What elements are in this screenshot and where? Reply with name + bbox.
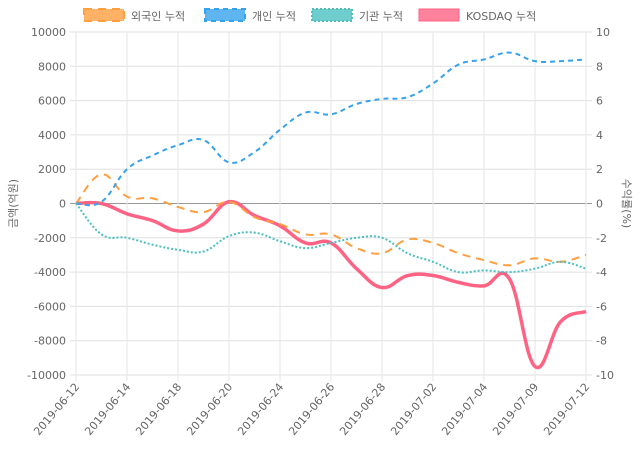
x-tick-label: 2019-06-12 [31,381,82,438]
x-tick-label: 2019-07-12 [541,381,592,438]
legend-label: 외국인 누적 [131,10,185,23]
y-tick-label-left: -10000 [27,369,66,382]
x-tick-label: 2019-07-09 [490,381,541,438]
legend-item[interactable]: 기관 누적 [311,8,403,23]
legend-item[interactable]: 외국인 누적 [83,8,185,23]
y-tick-label-left: -8000 [34,335,66,348]
legend-label: KOSDAQ 누적 [466,10,536,23]
x-tick-label: 2019-06-28 [337,381,388,438]
legend-item[interactable]: 개인 누적 [204,8,296,23]
legend-swatch [418,8,460,22]
y-tick-label-right: -10 [596,369,614,382]
y-tick-label-left: -2000 [34,232,66,245]
y-tick-label-right: 4 [596,129,603,142]
legend-swatch [204,8,246,22]
legend-swatch [83,8,125,22]
axes: 10000 10 8000 8 6000 6 4000 4 2000 2 0 0 -2000 -2 -400… [27,26,614,438]
legend[interactable]: 외국인 누적 개인 누적 기관 누적 KOSDAQ 누적 [83,8,536,23]
series-line [75,199,587,370]
series-line [75,202,587,274]
legend-label: 개인 누적 [252,10,296,23]
y-tick-label-right: 0 [596,198,603,211]
y-tick-label-left: 8000 [38,60,66,73]
x-tick-label: 2019-07-02 [388,381,439,438]
legend-label: 기관 누적 [359,10,403,23]
x-tick-label: 2019-06-18 [133,381,184,438]
y-tick-label-left: 0 [59,198,66,211]
y-axis-title-right: 수익률(%) [620,179,633,228]
y-axis-title-left: 금액(억원) [7,179,20,228]
legend-item[interactable]: KOSDAQ 누적 [418,8,536,23]
y-tick-label-left: -4000 [34,266,66,279]
y-tick-label-right: -4 [596,266,607,279]
legend-swatch [311,8,353,22]
series-2 [75,202,587,274]
series-3 [75,199,587,370]
y-tick-label-right: 6 [596,95,603,108]
y-tick-label-right: -6 [596,300,607,313]
y-tick-label-left: -6000 [34,300,66,313]
y-tick-label-right: -8 [596,335,607,348]
y-tick-label-left: 6000 [38,95,66,108]
x-tick-label: 2019-06-24 [235,381,286,438]
series-1 [75,51,587,207]
y-tick-label-right: 2 [596,163,603,176]
x-tick-label: 2019-06-14 [82,381,133,438]
series-line [75,51,587,207]
y-tick-label-left: 10000 [31,26,66,39]
y-tick-label-right: 10 [596,26,610,39]
series-lines [75,51,587,370]
x-tick-label: 2019-06-20 [184,381,235,438]
x-tick-label: 2019-06-26 [286,381,337,438]
y-tick-label-right: -2 [596,232,607,245]
y-tick-label-right: 8 [596,60,603,73]
grid [70,31,592,381]
x-tick-label: 2019-07-04 [439,381,490,438]
y-tick-label-left: 4000 [38,129,66,142]
y-tick-label-left: 2000 [38,163,66,176]
